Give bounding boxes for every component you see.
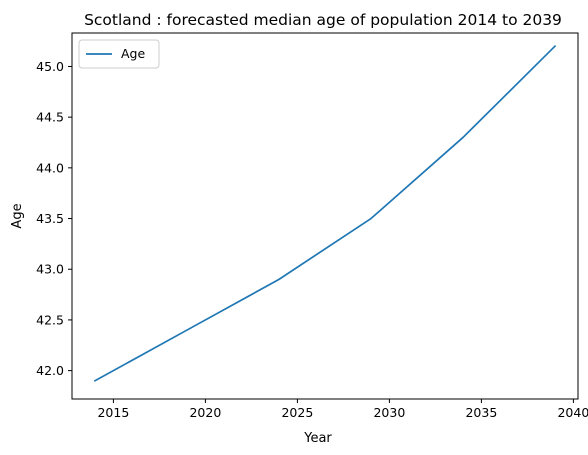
chart-title: Scotland : forecasted median age of popu… (84, 11, 562, 29)
x-tick-label-2030: 2030 (373, 405, 405, 420)
y-tick-label-44.5: 44.5 (36, 110, 64, 125)
x-axis-label: Year (303, 431, 332, 446)
y-tick-label-42.5: 42.5 (36, 312, 64, 327)
y-tick-label-44.0: 44.0 (36, 160, 64, 175)
y-tick-label-42.0: 42.0 (36, 363, 64, 378)
x-tick-label-2040: 2040 (557, 405, 588, 420)
x-tick-label-2015: 2015 (97, 405, 129, 420)
x-tick-label-2035: 2035 (465, 405, 497, 420)
plot-area-frame (71, 32, 579, 400)
y-axis: 42.0 42.5 43.0 43.5 44.0 44.5 45.0 (36, 59, 72, 378)
y-axis-label: Age (10, 203, 25, 228)
y-tick-label-43.5: 43.5 (36, 211, 64, 226)
legend-label-age: Age (121, 46, 145, 61)
x-tick-label-2025: 2025 (281, 405, 313, 420)
series-layer (93, 44, 557, 382)
x-tick-label-2020: 2020 (189, 405, 221, 420)
legend-box (78, 39, 160, 69)
legend: Age (78, 39, 160, 69)
series-line-age (93, 44, 557, 382)
x-axis: 2015 2020 2025 2030 2035 2040 (97, 399, 588, 420)
y-tick-label-43.0: 43.0 (36, 262, 64, 277)
y-tick-label-45.0: 45.0 (36, 59, 64, 74)
